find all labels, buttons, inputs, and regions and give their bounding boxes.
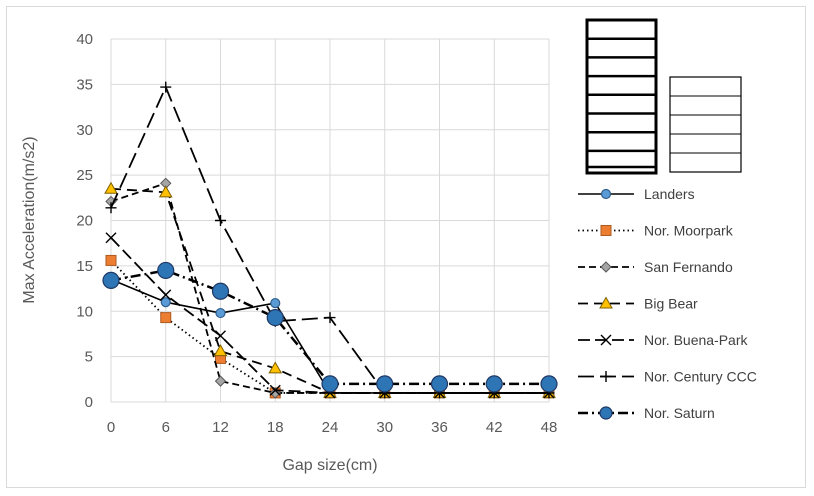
legend-item-nor-century-ccc: Nor. Century CCC	[578, 369, 757, 385]
data-point-nor-saturn	[321, 375, 339, 393]
legend-label: Big Bear	[644, 296, 698, 312]
legend-label: San Fernando	[644, 259, 733, 275]
legend-label: Landers	[644, 186, 695, 202]
tall-building	[585, 18, 658, 175]
data-point-nor-saturn	[540, 375, 558, 393]
legend-marker	[600, 371, 612, 382]
data-point-nor-saturn	[485, 375, 503, 393]
data-point-nor-buena-park	[215, 330, 226, 342]
data-point-big-bear	[104, 181, 118, 194]
legend-label: Nor. Saturn	[644, 405, 715, 421]
data-point-nor-century-ccc	[160, 81, 172, 93]
y-tick-label: 30	[76, 122, 93, 139]
x-tick-label: 30	[376, 419, 393, 436]
legend: Landers Nor. Moorpark San Fernando Big Bear…	[578, 186, 757, 421]
y-tick-label: 10	[76, 303, 93, 320]
legend-marker	[599, 296, 613, 309]
gridlines	[110, 38, 550, 403]
y-tick-label: 35	[76, 76, 93, 93]
data-point-nor-century-ccc	[105, 202, 117, 214]
data-point-nor-saturn	[211, 282, 230, 300]
x-tick-label: 12	[212, 419, 229, 436]
data-point-landers	[270, 297, 281, 309]
legend-marker	[600, 225, 612, 236]
legend-marker	[600, 334, 612, 346]
y-axis-title: Max Acceleration(m/s2)	[21, 136, 38, 303]
data-point-nor-century-ccc	[324, 312, 336, 324]
series-layer	[102, 81, 558, 399]
x-tick-label: 48	[541, 419, 558, 436]
legend-item-big-bear: Big Bear	[578, 296, 698, 312]
legend-marker	[600, 261, 612, 273]
legend-label: Nor. Century CCC	[644, 369, 757, 385]
legend-label: Nor. Buena-Park	[644, 332, 748, 348]
tick-labels: 0 5 10 15 20 25 30 35 40 0 6 12 18 24 30 36 42 48	[76, 31, 557, 436]
data-point-big-bear	[268, 361, 283, 374]
chart-frame	[6, 6, 806, 488]
x-tick-label: 18	[267, 419, 284, 436]
y-tick-label: 25	[76, 167, 93, 184]
data-point-nor-century-ccc	[215, 215, 226, 226]
y-tick-label: 0	[85, 394, 93, 411]
data-point-nor-saturn	[157, 261, 175, 280]
data-point-nor-saturn	[376, 375, 394, 393]
data-point-big-bear	[213, 344, 228, 357]
data-point-landers	[160, 297, 171, 308]
x-tick-label: 36	[431, 419, 448, 436]
data-point-landers	[215, 307, 226, 319]
short-building	[669, 76, 742, 173]
data-point-nor-moorpark	[160, 312, 172, 324]
building-diagram	[585, 18, 742, 175]
legend-label: Nor. Moorpark	[644, 223, 734, 239]
legend-item-landers: Landers	[578, 186, 695, 202]
data-point-nor-buena-park	[269, 384, 281, 396]
x-tick-label: 0	[107, 419, 115, 436]
legend-item-nor-moorpark: Nor. Moorpark	[578, 223, 734, 239]
y-tick-label: 20	[76, 213, 93, 230]
data-point-nor-saturn	[430, 375, 449, 393]
data-point-nor-buena-park	[105, 232, 117, 244]
data-point-nor-saturn	[266, 309, 284, 327]
legend-item-nor-saturn: Nor. Saturn	[578, 405, 715, 421]
y-tick-label: 5	[85, 349, 93, 366]
y-tick-label: 40	[76, 31, 93, 48]
x-axis-title: Gap size(cm)	[282, 457, 377, 474]
x-tick-label: 42	[486, 419, 503, 436]
data-point-san-fernando	[214, 375, 227, 387]
data-point-nor-moorpark	[105, 254, 117, 266]
legend-item-san-fernando: San Fernando	[578, 259, 733, 275]
x-tick-label: 24	[322, 419, 339, 436]
data-point-nor-buena-park	[160, 289, 172, 301]
legend-marker	[599, 406, 613, 420]
data-point-nor-saturn	[102, 271, 120, 289]
x-tick-label: 6	[162, 419, 170, 436]
y-tick-label: 15	[76, 258, 93, 275]
data-point-big-bear	[158, 185, 173, 198]
legend-marker	[600, 188, 612, 200]
legend-item-nor-buena-park: Nor. Buena-Park	[578, 332, 748, 348]
